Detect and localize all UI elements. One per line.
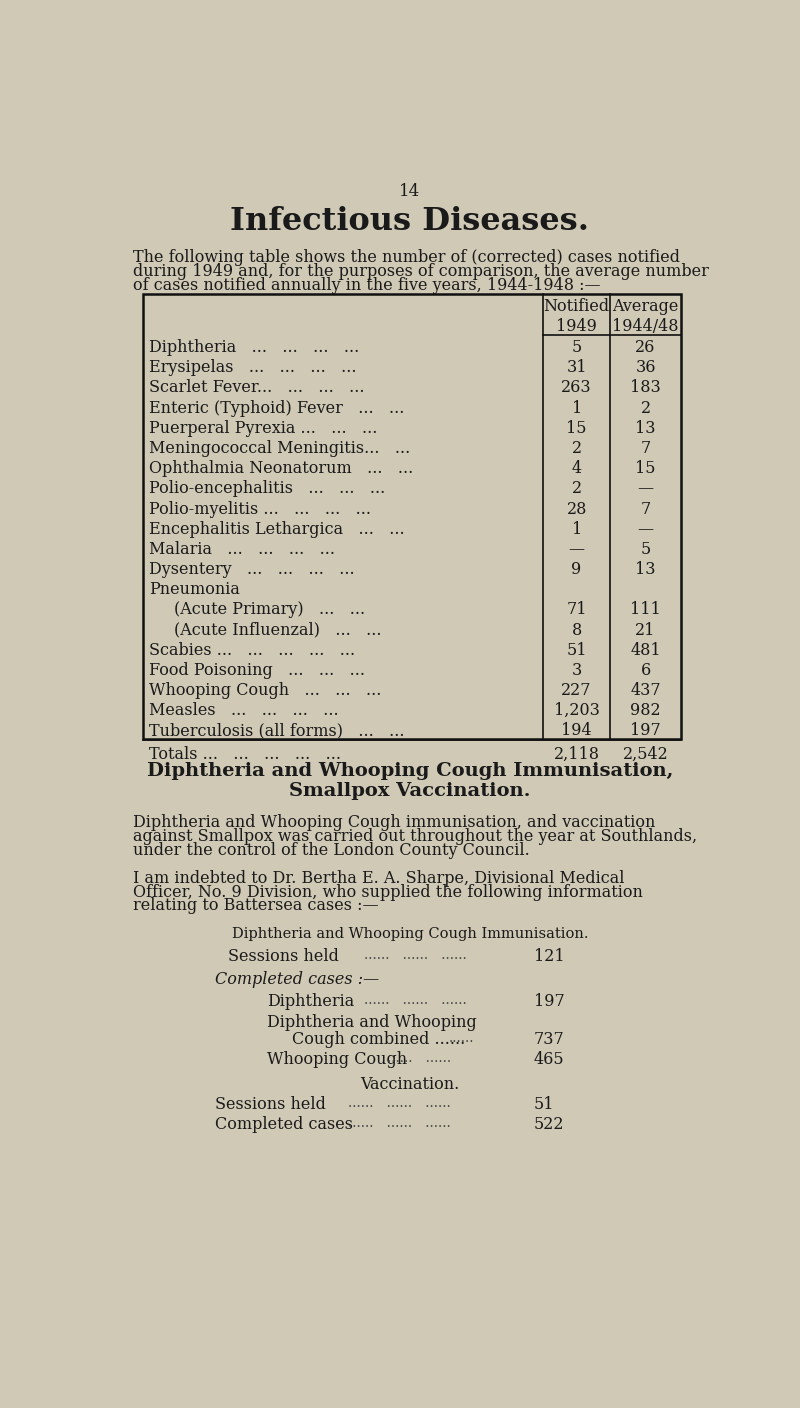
Text: 737: 737 [534, 1031, 565, 1049]
Text: 28: 28 [566, 500, 587, 518]
Text: Diphtheria: Diphtheria [266, 993, 354, 1010]
Text: 51: 51 [566, 642, 587, 659]
Text: ......   ......   ......: ...... ...... ...... [363, 948, 466, 962]
Text: Notified
1949: Notified 1949 [543, 298, 610, 335]
Text: 1: 1 [571, 521, 582, 538]
Text: 71: 71 [566, 601, 587, 618]
Text: Vaccination.: Vaccination. [360, 1076, 460, 1093]
Text: 1: 1 [571, 400, 582, 417]
Text: ......   ......: ...... ...... [386, 1052, 451, 1066]
Text: Pneumonia: Pneumonia [149, 582, 240, 598]
Text: 7: 7 [641, 500, 650, 518]
Text: 121: 121 [534, 948, 565, 966]
Text: 8: 8 [571, 621, 582, 639]
Text: 522: 522 [534, 1117, 565, 1133]
Text: during 1949 and, for the purposes of comparison, the average number: during 1949 and, for the purposes of com… [133, 263, 709, 280]
Text: The following table shows the number of (corrected) cases notified: The following table shows the number of … [133, 249, 679, 266]
Text: 263: 263 [562, 380, 592, 397]
Text: —: — [569, 541, 585, 558]
Text: Diphtheria and Whooping Cough Immunisation.: Diphtheria and Whooping Cough Immunisati… [232, 926, 588, 941]
Text: 437: 437 [630, 681, 661, 700]
Text: Scabies ...   ...   ...   ...   ...: Scabies ... ... ... ... ... [149, 642, 355, 659]
Text: 51: 51 [534, 1095, 554, 1114]
Bar [142, 294, 682, 739]
Text: —: — [638, 521, 654, 538]
Text: Meningococcal Meningitis...   ...: Meningococcal Meningitis... ... [149, 439, 410, 458]
Text: Average
1944/48: Average 1944/48 [612, 298, 679, 335]
Text: 31: 31 [566, 359, 587, 376]
Text: Enteric (Typhoid) Fever   ...   ...: Enteric (Typhoid) Fever ... ... [149, 400, 404, 417]
Text: ......   ......   ......: ...... ...... ...... [348, 1095, 450, 1110]
Text: 13: 13 [635, 420, 656, 436]
Text: Sessions held: Sessions held [214, 1095, 326, 1114]
Text: 2: 2 [571, 480, 582, 497]
Text: Measles   ...   ...   ...   ...: Measles ... ... ... ... [149, 703, 338, 719]
Text: 26: 26 [635, 339, 656, 356]
Text: 227: 227 [562, 681, 592, 700]
Text: (Acute Influenzal)   ...   ...: (Acute Influenzal) ... ... [174, 621, 381, 639]
Text: Dysentery   ...   ...   ...   ...: Dysentery ... ... ... ... [149, 560, 354, 579]
Text: Food Poisoning   ...   ...   ...: Food Poisoning ... ... ... [149, 662, 365, 679]
Text: 15: 15 [566, 420, 587, 436]
Text: 15: 15 [635, 460, 656, 477]
Text: 194: 194 [562, 722, 592, 739]
Text: Malaria   ...   ...   ...   ...: Malaria ... ... ... ... [149, 541, 335, 558]
Text: against Smallpox was carried out throughout the year at Southlands,: against Smallpox was carried out through… [133, 828, 697, 845]
Text: 197: 197 [630, 722, 661, 739]
Text: 21: 21 [635, 621, 656, 639]
Text: ......: ...... [449, 1031, 474, 1045]
Text: 982: 982 [630, 703, 661, 719]
Text: 111: 111 [630, 601, 661, 618]
Text: 2,118: 2,118 [554, 746, 600, 763]
Text: Ophthalmia Neonatorum   ...   ...: Ophthalmia Neonatorum ... ... [149, 460, 413, 477]
Text: Completed cases: Completed cases [214, 1117, 353, 1133]
Text: of cases notified annually in the five years, 1944-1948 :—: of cases notified annually in the five y… [133, 277, 600, 294]
Text: Scarlet Fever...   ...   ...   ...: Scarlet Fever... ... ... ... [149, 380, 364, 397]
Text: (Acute Primary)   ...   ...: (Acute Primary) ... ... [174, 601, 365, 618]
Text: Diphtheria and Whooping Cough Immunisation,: Diphtheria and Whooping Cough Immunisati… [147, 762, 673, 780]
Text: Officer, No. 9 Division, who supplied the following information: Officer, No. 9 Division, who supplied th… [133, 884, 642, 901]
Text: under the control of the London County Council.: under the control of the London County C… [133, 842, 530, 859]
Text: Encephalitis Lethargica   ...   ...: Encephalitis Lethargica ... ... [149, 521, 405, 538]
Text: 14: 14 [399, 183, 421, 200]
Text: 4: 4 [571, 460, 582, 477]
Text: 5: 5 [641, 541, 650, 558]
Text: 481: 481 [630, 642, 661, 659]
Text: 13: 13 [635, 560, 656, 579]
Text: 3: 3 [571, 662, 582, 679]
Text: Erysipelas   ...   ...   ...   ...: Erysipelas ... ... ... ... [149, 359, 356, 376]
Text: 2,542: 2,542 [622, 746, 669, 763]
Text: 2: 2 [571, 439, 582, 458]
Text: Diphtheria and Whooping: Diphtheria and Whooping [266, 1014, 476, 1032]
Text: Whooping Cough   ...   ...   ...: Whooping Cough ... ... ... [149, 681, 381, 700]
Text: Polio-encephalitis   ...   ...   ...: Polio-encephalitis ... ... ... [149, 480, 385, 497]
Text: 6: 6 [641, 662, 650, 679]
Text: 7: 7 [641, 439, 650, 458]
Text: Smallpox Vaccination.: Smallpox Vaccination. [290, 781, 530, 800]
Text: Completed cases :—: Completed cases :— [214, 972, 379, 988]
Text: Puerperal Pyrexia ...   ...   ...: Puerperal Pyrexia ... ... ... [149, 420, 378, 436]
Text: Sessions held: Sessions held [228, 948, 338, 966]
Text: 465: 465 [534, 1052, 565, 1069]
Text: 5: 5 [571, 339, 582, 356]
Text: 2: 2 [641, 400, 650, 417]
Text: —: — [638, 480, 654, 497]
Text: ......   ......   ......: ...... ...... ...... [348, 1117, 450, 1131]
Text: Whooping Cough: Whooping Cough [266, 1052, 406, 1069]
Text: ......   ......   ......: ...... ...... ...... [363, 993, 466, 1007]
Text: Infectious Diseases.: Infectious Diseases. [230, 206, 590, 237]
Text: Polio-myelitis ...   ...   ...   ...: Polio-myelitis ... ... ... ... [149, 500, 371, 518]
Text: Diphtheria   ...   ...   ...   ...: Diphtheria ... ... ... ... [149, 339, 359, 356]
Text: 1,203: 1,203 [554, 703, 599, 719]
Text: Diphtheria and Whooping Cough immunisation, and vaccination: Diphtheria and Whooping Cough immunisati… [133, 814, 655, 831]
Text: 9: 9 [571, 560, 582, 579]
Text: relating to Battersea cases :—: relating to Battersea cases :— [133, 897, 378, 914]
Text: Cough combined ......: Cough combined ...... [292, 1031, 466, 1049]
Text: 197: 197 [534, 993, 565, 1010]
Text: Tuberculosis (all forms)   ...   ...: Tuberculosis (all forms) ... ... [149, 722, 404, 739]
Text: 183: 183 [630, 380, 661, 397]
Text: I am indebted to Dr. Bertha E. A. Sharpe, Divisional Medical: I am indebted to Dr. Bertha E. A. Sharpe… [133, 870, 624, 887]
Text: Totals ...   ...   ...   ...   ...: Totals ... ... ... ... ... [149, 746, 341, 763]
Text: 36: 36 [635, 359, 656, 376]
